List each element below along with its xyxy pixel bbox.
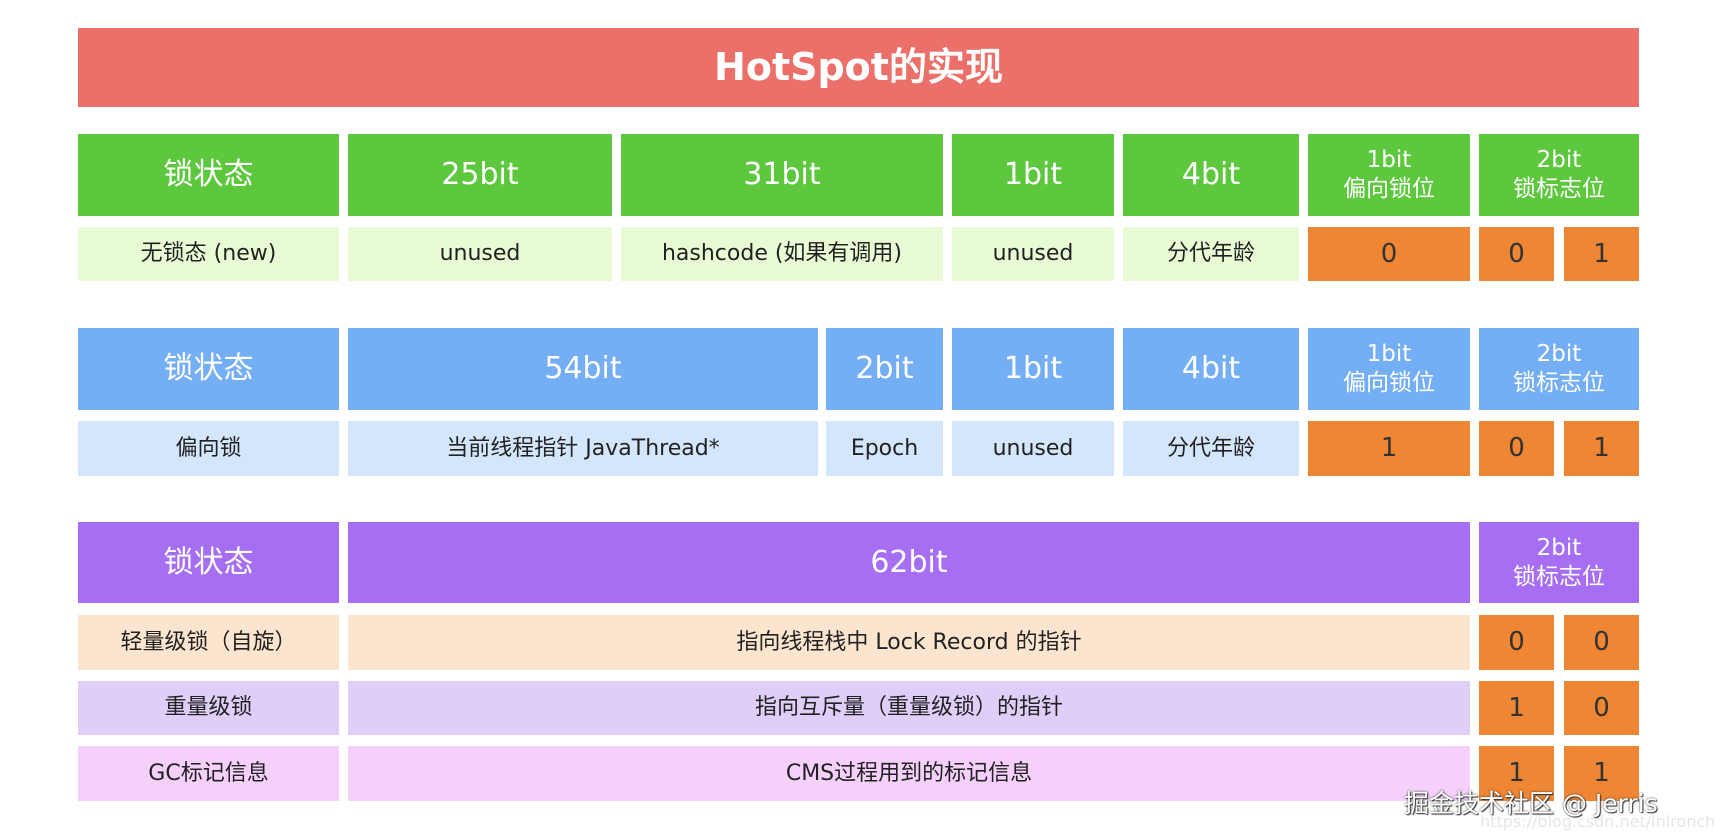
field-cell: 指向互斥量（重量级锁）的指针: [348, 681, 1470, 735]
header-cell: 4bit: [1123, 134, 1299, 216]
bit-value: 0: [1479, 227, 1554, 281]
field-cell: unused: [348, 227, 612, 281]
bit-value: 1: [1308, 421, 1470, 476]
bit-value: 0: [1479, 421, 1554, 476]
field-cell: 当前线程指针 JavaThread*: [348, 421, 818, 476]
header-cell: 锁状态: [78, 134, 339, 216]
header-cell: 1bit: [952, 328, 1114, 410]
bit-value: 1: [1564, 746, 1639, 801]
bit-value: 1: [1479, 681, 1554, 735]
watermark-url: https://blog.csdn.net/lnlronchang: [1480, 812, 1716, 831]
header-cell: 1bit: [952, 134, 1114, 216]
header-cell: 4bit: [1123, 328, 1299, 410]
bit-value: 0: [1564, 615, 1639, 670]
header-cell: 31bit: [621, 134, 943, 216]
header-cell: 54bit: [348, 328, 818, 410]
bit-value: 0: [1479, 615, 1554, 670]
field-cell: unused: [952, 421, 1114, 476]
header-cell: 锁状态: [78, 522, 339, 603]
field-cell: 分代年龄: [1123, 421, 1299, 476]
watermark: 掘金技术社区 @ Jerris: [1404, 789, 1658, 818]
title-banner: HotSpot的实现: [78, 28, 1639, 107]
lock-state-label: 轻量级锁（自旋）: [78, 615, 339, 670]
bit-value: 0: [1564, 681, 1639, 735]
lock-state-label: GC标记信息: [78, 746, 339, 801]
field-cell: 分代年龄: [1123, 227, 1299, 281]
header-cell: 2bit 锁标志位: [1479, 522, 1639, 603]
field-cell: hashcode (如果有调用): [621, 227, 943, 281]
header-cell: 锁状态: [78, 328, 339, 410]
header-cell: 1bit 偏向锁位: [1308, 328, 1470, 410]
field-cell: Epoch: [826, 421, 943, 476]
bit-value: 1: [1564, 421, 1639, 476]
header-cell: 2bit: [826, 328, 943, 410]
lock-state-label: 偏向锁: [78, 421, 339, 476]
bit-value: 1: [1564, 227, 1639, 281]
header-cell: 25bit: [348, 134, 612, 216]
header-cell: 1bit 偏向锁位: [1308, 134, 1470, 216]
bit-value: 0: [1308, 227, 1470, 281]
field-cell: CMS过程用到的标记信息: [348, 746, 1470, 801]
lock-state-label: 重量级锁: [78, 681, 339, 735]
bit-value: 1: [1479, 746, 1554, 801]
field-cell: unused: [952, 227, 1114, 281]
field-cell: 指向线程栈中 Lock Record 的指针: [348, 615, 1470, 670]
header-cell: 62bit: [348, 522, 1470, 603]
header-cell: 2bit 锁标志位: [1479, 328, 1639, 410]
lock-state-label: 无锁态 (new): [78, 227, 339, 281]
header-cell: 2bit 锁标志位: [1479, 134, 1639, 216]
